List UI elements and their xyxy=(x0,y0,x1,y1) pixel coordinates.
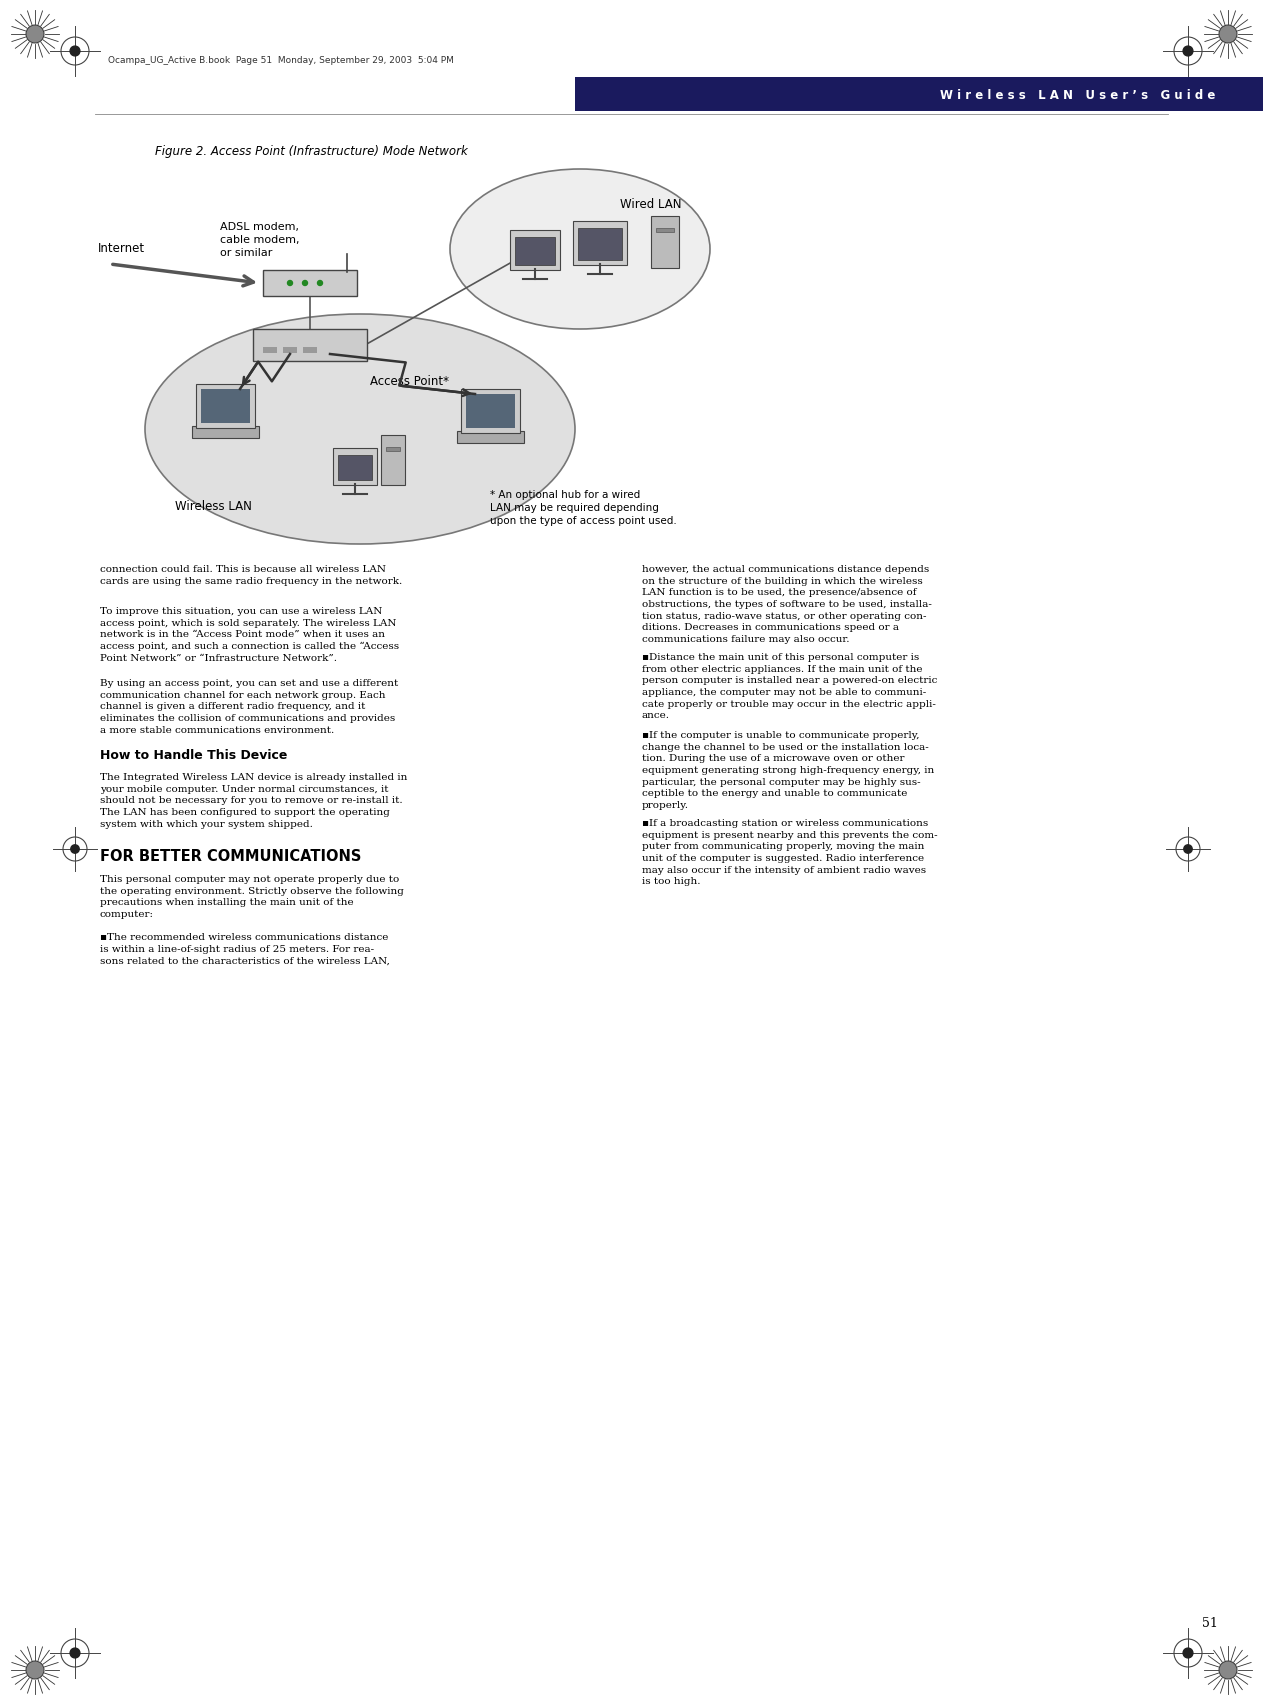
FancyBboxPatch shape xyxy=(655,228,674,234)
FancyBboxPatch shape xyxy=(381,436,405,486)
FancyBboxPatch shape xyxy=(201,390,250,425)
Text: Wireless LAN: Wireless LAN xyxy=(176,500,251,513)
Text: ▪Distance the main unit of this personal computer is
from other electric applian: ▪Distance the main unit of this personal… xyxy=(642,653,937,720)
Ellipse shape xyxy=(450,170,710,329)
Text: W i r e l e s s   L A N   U s e r ’ s   G u i d e: W i r e l e s s L A N U s e r ’ s G u i … xyxy=(940,89,1215,101)
Text: This personal computer may not operate properly due to
the operating environment: This personal computer may not operate p… xyxy=(100,875,404,919)
FancyBboxPatch shape xyxy=(510,230,560,271)
Circle shape xyxy=(71,48,80,56)
Text: FOR BETTER COMMUNICATIONS: FOR BETTER COMMUNICATIONS xyxy=(100,849,361,863)
Text: connection could fail. This is because all wireless LAN
cards are using the same: connection could fail. This is because a… xyxy=(100,564,402,585)
FancyBboxPatch shape xyxy=(263,271,357,297)
FancyBboxPatch shape xyxy=(303,348,317,355)
FancyBboxPatch shape xyxy=(456,431,523,443)
FancyBboxPatch shape xyxy=(466,396,514,428)
Circle shape xyxy=(27,26,44,44)
Text: Internet: Internet xyxy=(99,242,145,254)
FancyBboxPatch shape xyxy=(573,222,626,266)
Circle shape xyxy=(303,281,307,286)
FancyBboxPatch shape xyxy=(253,329,368,361)
Circle shape xyxy=(1219,1661,1236,1679)
Text: * An optional hub for a wired
LAN may be required depending
upon the type of acc: * An optional hub for a wired LAN may be… xyxy=(490,489,677,527)
Ellipse shape xyxy=(145,315,575,544)
FancyBboxPatch shape xyxy=(386,448,400,452)
Circle shape xyxy=(317,281,322,286)
FancyBboxPatch shape xyxy=(263,348,277,355)
Text: Wired LAN: Wired LAN xyxy=(620,198,682,211)
Circle shape xyxy=(27,1661,44,1679)
Text: ▪If the computer is unable to communicate properly,
change the channel to be use: ▪If the computer is unable to communicat… xyxy=(642,730,935,810)
FancyBboxPatch shape xyxy=(333,448,376,486)
FancyBboxPatch shape xyxy=(578,228,621,261)
Text: Access Point*: Access Point* xyxy=(370,375,450,387)
FancyBboxPatch shape xyxy=(650,217,679,269)
Text: ADSL modem,
cable modem,
or similar: ADSL modem, cable modem, or similar xyxy=(220,222,299,257)
Circle shape xyxy=(71,1649,80,1657)
Text: ▪The recommended wireless communications distance
is within a line-of-sight radi: ▪The recommended wireless communications… xyxy=(100,933,390,965)
FancyBboxPatch shape xyxy=(515,239,554,266)
Text: ▪If a broadcasting station or wireless communications
equipment is present nearb: ▪If a broadcasting station or wireless c… xyxy=(642,818,937,887)
FancyBboxPatch shape xyxy=(196,385,255,428)
Circle shape xyxy=(1219,26,1236,44)
Circle shape xyxy=(1183,48,1192,56)
Circle shape xyxy=(1183,1649,1192,1657)
Text: To improve this situation, you can use a wireless LAN
access point, which is sol: To improve this situation, you can use a… xyxy=(100,607,399,663)
Text: The Integrated Wireless LAN device is already installed in
your mobile computer.: The Integrated Wireless LAN device is al… xyxy=(100,772,408,829)
Text: Figure 2. Access Point (Infrastructure) Mode Network: Figure 2. Access Point (Infrastructure) … xyxy=(155,145,467,159)
Text: By using an access point, you can set and use a different
communication channel : By using an access point, you can set an… xyxy=(100,679,398,735)
Circle shape xyxy=(1183,846,1192,854)
FancyBboxPatch shape xyxy=(283,348,297,355)
FancyBboxPatch shape xyxy=(575,78,1263,113)
Circle shape xyxy=(288,281,293,286)
FancyBboxPatch shape xyxy=(338,455,373,481)
Circle shape xyxy=(71,846,80,854)
Text: however, the actual communications distance depends
on the structure of the buil: however, the actual communications dista… xyxy=(642,564,932,643)
FancyBboxPatch shape xyxy=(461,390,519,433)
FancyBboxPatch shape xyxy=(192,426,259,438)
Text: Ocampa_UG_Active B.book  Page 51  Monday, September 29, 2003  5:04 PM: Ocampa_UG_Active B.book Page 51 Monday, … xyxy=(109,56,453,65)
Text: How to Handle This Device: How to Handle This Device xyxy=(100,748,288,762)
Text: 51: 51 xyxy=(1202,1616,1218,1630)
